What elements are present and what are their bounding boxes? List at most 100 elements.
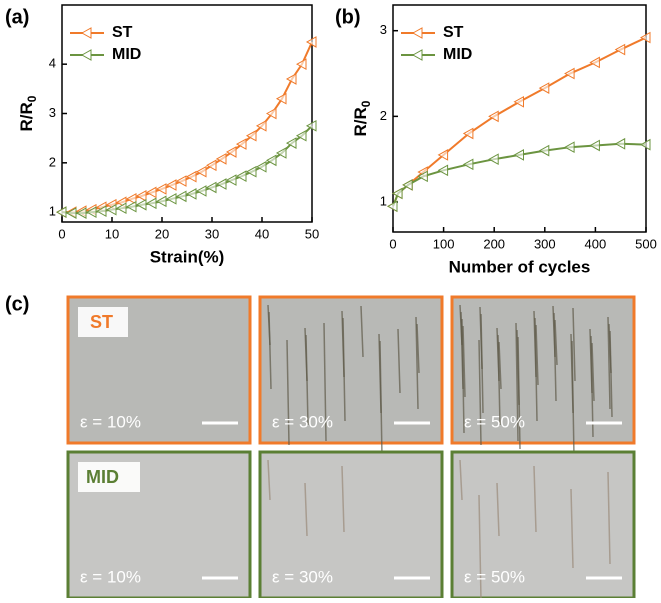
series-marker: [225, 174, 237, 186]
crack: [397, 328, 401, 394]
series-marker: [295, 129, 307, 142]
crack: [533, 465, 537, 533]
sample-label-box: [78, 307, 128, 337]
micrograph: [258, 295, 444, 445]
series-marker: [205, 181, 217, 194]
series-marker: [225, 146, 237, 158]
series-line: [392, 36, 647, 207]
crack: [478, 339, 482, 446]
series-marker: [386, 200, 398, 213]
crack: [497, 334, 501, 426]
series-marker: [255, 119, 267, 132]
series-marker: [589, 139, 600, 152]
series-marker: [614, 43, 626, 56]
x-tick-label: 400: [585, 236, 607, 251]
y-axis-label-sub: 0: [359, 100, 373, 107]
series-line: [62, 41, 313, 214]
series-line: [61, 125, 313, 215]
series-marker: [437, 164, 449, 177]
series-marker: [155, 195, 167, 208]
series-marker: [205, 159, 217, 172]
series-marker: [402, 179, 413, 191]
series-marker: [215, 153, 227, 165]
crack: [496, 482, 500, 537]
crack: [478, 494, 482, 601]
panel-label: (c): [5, 293, 29, 315]
crack: [323, 322, 327, 442]
series-marker: [135, 190, 147, 202]
series-marker: [105, 203, 117, 216]
crack: [498, 341, 502, 390]
x-tick-label: 200: [483, 236, 505, 251]
sample-label-box: [78, 462, 140, 492]
series-marker: [614, 137, 626, 150]
legend-label: MID: [443, 46, 472, 63]
crack: [590, 335, 594, 438]
series-marker: [235, 170, 247, 182]
legend-label: ST: [112, 24, 133, 41]
series-marker: [285, 73, 297, 85]
series-marker: [145, 186, 157, 199]
x-tick-label: 10: [105, 226, 119, 241]
x-tick-label: 0: [389, 236, 396, 251]
y-tick-label: 1: [380, 193, 387, 208]
legend-label: MID: [112, 46, 141, 63]
crack: [535, 324, 539, 386]
series-marker: [275, 92, 287, 105]
series-marker: [195, 185, 207, 197]
series-marker: [55, 206, 67, 218]
legend-label: ST: [443, 24, 464, 41]
series-marker: [215, 178, 227, 190]
panel-label: (a): [5, 6, 29, 28]
y-axis-label: R/R0: [351, 100, 373, 136]
series-marker: [462, 158, 474, 171]
crack: [515, 322, 519, 442]
series-marker: [488, 153, 499, 166]
series-marker: [265, 107, 277, 120]
strain-label: ε = 50%: [464, 412, 525, 431]
crack: [416, 323, 420, 374]
crack: [459, 459, 463, 501]
strain-label: ε = 10%: [80, 412, 141, 431]
series-marker: [392, 187, 403, 200]
crack: [554, 319, 558, 366]
y-tick-label: 2: [49, 154, 56, 169]
y-tick-label: 3: [49, 105, 56, 120]
series-marker: [175, 175, 187, 187]
y-axis-label-text: R/R: [17, 102, 36, 131]
y-tick-label: 1: [49, 204, 56, 219]
series-marker: [265, 154, 277, 167]
x-tick-label: 20: [155, 226, 169, 241]
series-marker: [145, 197, 157, 210]
series-marker: [513, 95, 524, 108]
y-axis-label-sub: 0: [25, 95, 39, 102]
micrograph: [450, 450, 636, 600]
crack: [379, 340, 383, 458]
crack: [461, 318, 465, 434]
legend-marker: [411, 49, 423, 61]
x-tick-label: 40: [255, 226, 269, 241]
crack: [268, 311, 272, 390]
series-marker: [165, 179, 177, 191]
x-tick-label: 300: [534, 236, 556, 251]
crack: [360, 305, 364, 358]
x-tick-label: 30: [205, 226, 219, 241]
series-marker: [285, 137, 297, 149]
series-marker: [417, 170, 428, 183]
series-marker: [564, 67, 575, 80]
series-marker: [115, 202, 127, 215]
series-marker: [135, 198, 147, 211]
crack: [462, 325, 466, 398]
legend-marker: [80, 27, 92, 39]
series-marker: [305, 36, 317, 48]
y-axis-label-text: R/R: [351, 107, 370, 136]
crack: [607, 471, 611, 565]
series-marker: [488, 110, 499, 123]
series-marker: [564, 141, 575, 154]
series-marker: [305, 119, 317, 132]
series-marker: [462, 127, 474, 140]
series-marker: [245, 165, 257, 178]
crack: [553, 312, 557, 402]
x-tick-label: 0: [58, 226, 65, 241]
